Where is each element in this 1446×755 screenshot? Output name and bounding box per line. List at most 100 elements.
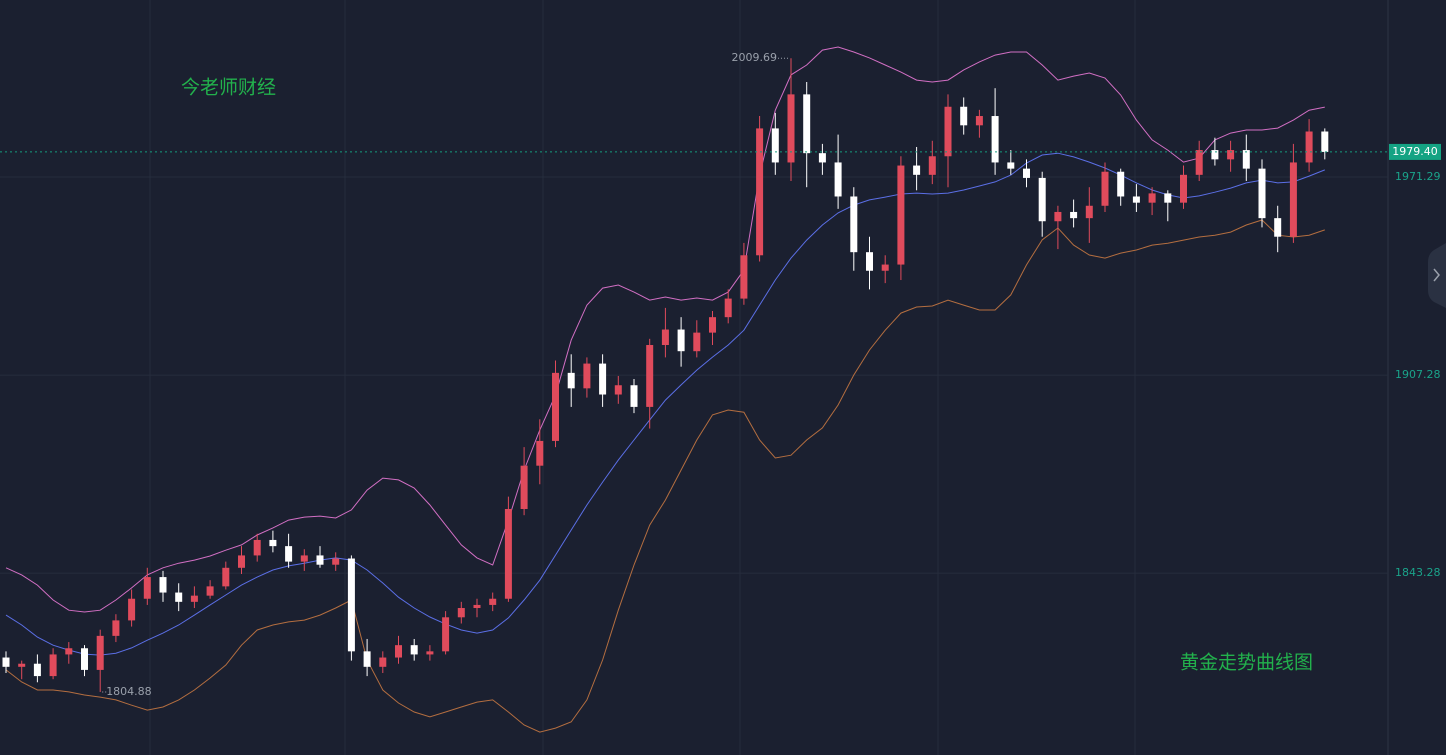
candle-body: [1164, 193, 1172, 203]
candle-body: [975, 116, 983, 126]
candle-body: [473, 604, 481, 609]
candle-body: [834, 162, 842, 197]
candle-body: [2, 657, 10, 667]
candle-body: [536, 440, 544, 466]
candle-body: [395, 645, 402, 658]
candle-body: [253, 539, 261, 556]
candle-body: [33, 663, 41, 677]
candle-body: [1289, 162, 1297, 237]
candle-body: [960, 106, 968, 126]
candle-body: [928, 156, 936, 175]
candle-body: [646, 345, 654, 407]
candle-body: [426, 651, 434, 655]
candle-body: [175, 592, 183, 602]
candle-body: [818, 153, 826, 163]
candle-body: [693, 332, 701, 352]
high-label: 2009.69: [732, 51, 778, 64]
candle-body: [552, 372, 559, 441]
candle-body: [1038, 177, 1046, 222]
candle-body: [347, 558, 355, 652]
candle-body: [18, 663, 26, 667]
candle-body: [222, 567, 230, 587]
candle-body: [1007, 162, 1015, 169]
candle-body: [991, 116, 999, 163]
side-handle-bg[interactable]: [1428, 243, 1446, 308]
candle-body: [913, 165, 921, 175]
candle-body: [1227, 150, 1235, 160]
candle-body: [300, 555, 308, 562]
candle-body: [81, 648, 88, 670]
candle-body: [65, 648, 73, 655]
candle-body: [1305, 131, 1313, 163]
candle-body: [756, 128, 764, 256]
candle-body: [206, 586, 214, 596]
last-price-label: 1979.40: [1392, 145, 1438, 158]
candle-body: [583, 363, 591, 389]
watermark-bottom: 黄金走势曲线图: [1180, 652, 1313, 674]
candle-body: [285, 546, 293, 562]
candle-body: [410, 645, 418, 655]
candle-body: [1132, 196, 1140, 203]
candle-body: [112, 620, 120, 636]
candle-body: [520, 465, 528, 510]
candle-body: [1195, 150, 1203, 175]
candle-body: [332, 558, 340, 565]
candle-body: [803, 94, 811, 154]
candle-body: [457, 608, 465, 618]
candle-body: [787, 94, 795, 163]
band-line: [5, 219, 1325, 733]
candle-body: [567, 372, 575, 389]
candle-body: [630, 385, 638, 407]
candle-body: [1070, 211, 1078, 219]
candle-body: [128, 598, 136, 621]
candle-body: [504, 509, 512, 599]
candle-body: [1258, 168, 1266, 219]
candle-body: [159, 577, 167, 593]
side-handle-icon[interactable]: [1433, 268, 1440, 282]
candle-body: [238, 555, 245, 568]
candle-body: [1148, 193, 1156, 203]
candle-body: [724, 298, 732, 318]
candle-body: [379, 657, 387, 667]
low-label: 1804.88: [106, 685, 152, 698]
candle-body: [866, 252, 873, 271]
candle-body: [740, 255, 748, 299]
candle-body: [881, 264, 889, 271]
candle-body: [771, 128, 779, 163]
candle-body: [1054, 211, 1062, 222]
candle-body: [269, 539, 277, 547]
candle-body: [1321, 131, 1329, 152]
candle-body: [316, 555, 324, 565]
y-tick-label: 1907.28: [1395, 368, 1441, 381]
candle-body: [442, 617, 450, 652]
candle-body: [897, 165, 905, 265]
candle-body: [1180, 174, 1187, 203]
candle-body: [49, 654, 57, 677]
candle-body: [599, 363, 607, 395]
candle-body: [489, 598, 497, 605]
candle-body: [944, 106, 952, 157]
y-tick-label: 1971.29: [1395, 170, 1441, 183]
candle-body: [1117, 171, 1125, 197]
candle-body: [661, 329, 669, 346]
candle-body: [1211, 150, 1219, 160]
candle-body: [363, 651, 371, 667]
candle-body: [143, 577, 151, 599]
last-price-tag: [1389, 143, 1441, 160]
candle-body: [96, 635, 104, 670]
y-tick-label: 1843.28: [1395, 566, 1441, 579]
band-line: [5, 46, 1325, 613]
candle-body: [190, 595, 198, 602]
vertical-grid: [149, 0, 1136, 755]
candle-body: [1085, 205, 1093, 219]
candle-body: [614, 385, 622, 395]
side-handle[interactable]: [1428, 243, 1446, 308]
candle-body: [1274, 218, 1282, 237]
candle-body: [1242, 150, 1250, 169]
candle-body: [1023, 168, 1030, 178]
candle-body: [677, 329, 685, 352]
candle-body: [709, 317, 716, 333]
